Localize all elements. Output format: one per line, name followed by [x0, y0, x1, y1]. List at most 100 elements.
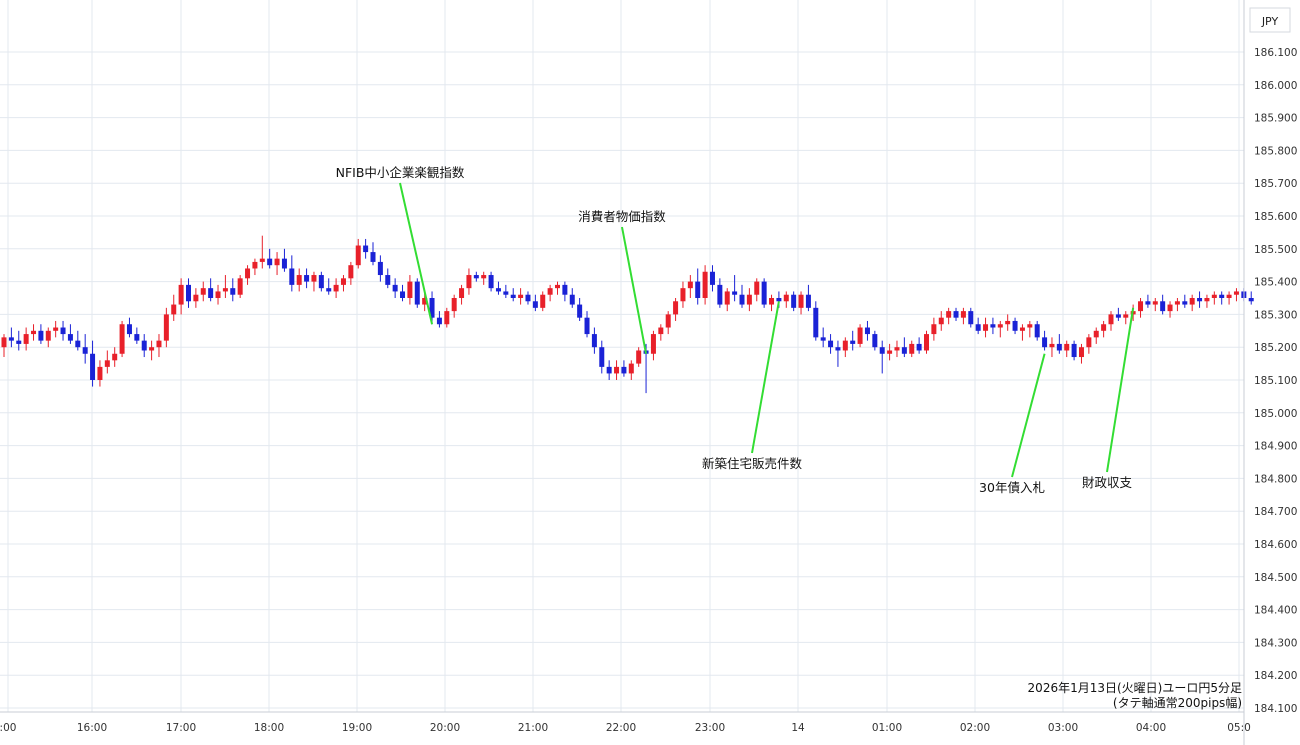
candle-down — [60, 327, 66, 335]
time-tick-label: 05:0 — [1227, 722, 1251, 734]
candle-up — [798, 294, 804, 308]
candle-up — [1211, 294, 1217, 298]
candle-up — [650, 334, 656, 354]
candle-down — [495, 288, 501, 292]
price-tick-label: 186.100 — [1254, 47, 1297, 59]
candle-down — [850, 340, 856, 344]
candle-up — [45, 330, 51, 341]
candle-down — [318, 275, 324, 289]
candle-down — [1034, 324, 1040, 338]
price-tick-label: 185.500 — [1254, 244, 1297, 256]
candle-up — [887, 350, 893, 354]
candle-up — [215, 291, 221, 298]
candle-down — [400, 291, 406, 298]
candle-up — [1167, 304, 1173, 312]
price-tick-label: 184.600 — [1254, 539, 1297, 551]
candle-down — [267, 258, 273, 266]
candle-up — [31, 330, 37, 335]
candle-up — [1233, 291, 1239, 295]
candle-down — [8, 337, 14, 341]
currency-label: JPY — [1261, 15, 1279, 28]
candle-down — [1197, 298, 1203, 302]
candle-up — [311, 275, 317, 282]
price-tick-label: 184.500 — [1254, 572, 1297, 584]
candle-up — [1019, 327, 1025, 331]
candle-down — [1056, 343, 1062, 351]
candle-down — [126, 324, 132, 335]
time-tick-label: 03:00 — [1048, 722, 1078, 734]
candle-up — [909, 343, 915, 354]
candle-down — [510, 294, 516, 298]
annotation-leader-line — [751, 301, 780, 454]
candle-up — [724, 291, 730, 305]
candle-up — [1078, 347, 1084, 358]
candle-up — [754, 281, 760, 295]
price-tick-label: 185.100 — [1254, 375, 1297, 387]
candle-up — [1, 337, 7, 348]
candle-up — [1189, 298, 1195, 305]
price-tick-label: 184.400 — [1254, 605, 1297, 617]
annotation-label: 30年債入札 — [979, 480, 1045, 495]
candle-up — [422, 298, 428, 305]
candle-up — [1204, 298, 1210, 302]
candle-down — [90, 353, 96, 380]
candle-up — [149, 347, 155, 351]
candle-down — [392, 284, 398, 292]
candle-up — [658, 327, 664, 335]
time-tick-label: 19:00 — [342, 722, 372, 734]
candle-up — [237, 278, 243, 295]
time-tick-label: 04:00 — [1136, 722, 1166, 734]
caption-line-1: 2026年1月13日(火曜日)ユーロ円5分足 — [1028, 681, 1242, 695]
candle-down — [289, 268, 295, 285]
candle-down — [813, 307, 819, 338]
currency-box — [1249, 7, 1291, 33]
candle-up — [193, 294, 199, 302]
candle-down — [363, 245, 369, 253]
candle-up — [259, 258, 265, 262]
candle-down — [761, 281, 767, 305]
candle-up — [1152, 301, 1158, 305]
candle-up — [481, 275, 487, 279]
price-tick-label: 185.300 — [1254, 309, 1297, 321]
candle-up — [1093, 330, 1099, 338]
candle-up — [348, 265, 354, 279]
caption-line-2: (タテ軸通常200pips幅) — [1113, 695, 1242, 710]
price-tick-label: 184.300 — [1254, 637, 1297, 649]
candle-down — [1160, 301, 1166, 312]
candle-down — [429, 298, 435, 318]
candle-down — [599, 347, 605, 367]
candle-up — [769, 298, 775, 305]
candle-up — [702, 271, 708, 298]
candle-down — [709, 271, 715, 285]
candle-down — [326, 288, 332, 292]
candle-down — [791, 294, 797, 308]
candle-up — [687, 281, 693, 289]
candle-down — [562, 284, 568, 295]
candle-up — [97, 366, 103, 380]
price-axis: JPY 186.100 186.000 185.900 185.800 185.700 1… — [1243, 0, 1297, 745]
candle-up — [1086, 337, 1092, 348]
candle-down — [879, 347, 885, 354]
candle-down — [953, 311, 959, 318]
candle-up — [1108, 314, 1114, 325]
candle-up — [1101, 324, 1107, 331]
annotation-label: 新築住宅販売件数 — [702, 456, 803, 471]
candle-down — [577, 304, 583, 318]
candle-up — [1049, 343, 1055, 348]
candle-down — [370, 252, 376, 262]
price-tick-label: 185.000 — [1254, 408, 1297, 420]
candle-up — [333, 284, 339, 292]
candle-down — [872, 334, 878, 348]
candle-up — [1027, 324, 1033, 328]
candle-up — [222, 288, 228, 292]
candle-up — [614, 366, 620, 374]
candle-down — [1071, 343, 1077, 358]
candle-up — [1226, 294, 1232, 298]
candle-down — [67, 334, 73, 341]
candle-up — [252, 261, 258, 269]
candle-down — [134, 334, 140, 341]
candle-down — [805, 294, 811, 308]
candle-up — [1005, 320, 1011, 325]
